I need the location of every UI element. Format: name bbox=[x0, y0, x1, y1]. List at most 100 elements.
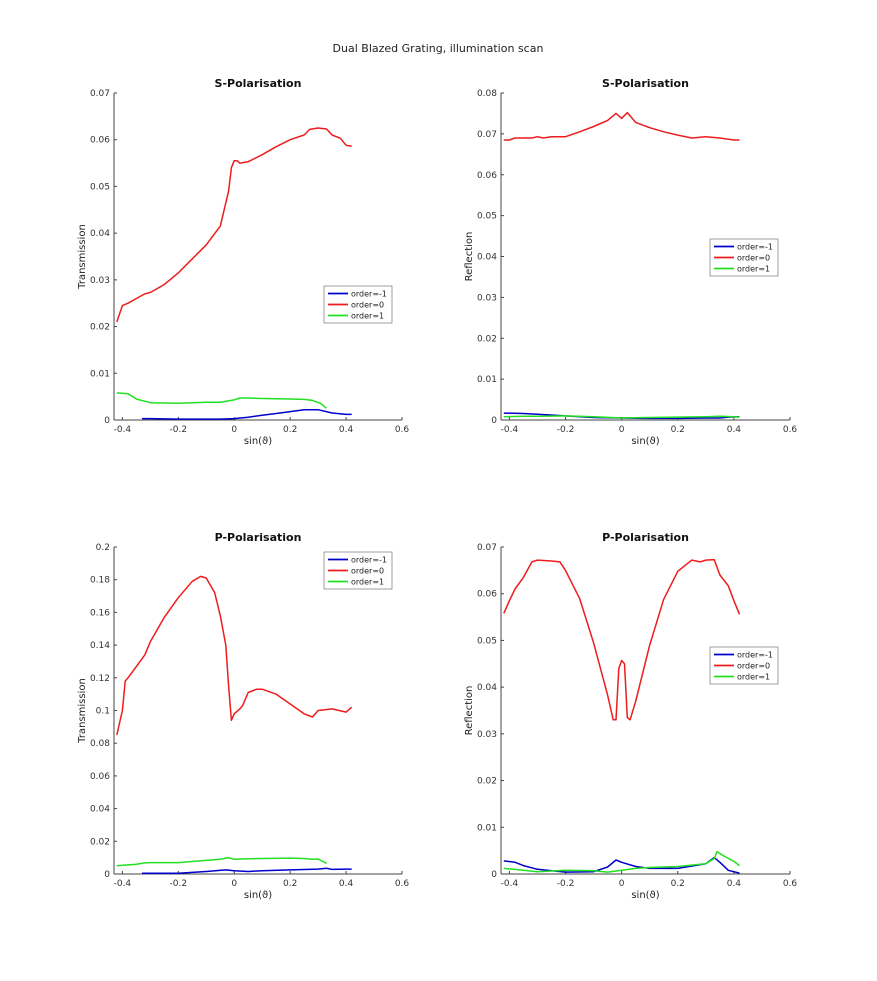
y-tick-label: 0.02 bbox=[477, 777, 497, 787]
legend-entry: order=1 bbox=[737, 265, 770, 274]
legend-entry: order=1 bbox=[737, 673, 770, 682]
y-tick-label: 0.03 bbox=[477, 730, 497, 740]
y-tick-label: 0.02 bbox=[90, 837, 110, 847]
legend-entry: order=-1 bbox=[737, 243, 773, 252]
y-axis-label: Transmission bbox=[77, 224, 88, 290]
y-tick-label: 0.05 bbox=[477, 636, 497, 646]
x-tick-label: 0 bbox=[231, 425, 237, 435]
subplot-1: S-Polarisation -0.4 -0.2 0 0.2 0.4 0.6 0 0.01 0.0… bbox=[77, 77, 409, 447]
y-tick-label: 0.08 bbox=[477, 89, 497, 99]
subplot-title: S-Polarisation bbox=[215, 77, 302, 90]
y-tick-label: 0.01 bbox=[477, 823, 497, 833]
legend-entry: order=-1 bbox=[351, 290, 387, 299]
y-axis-label: Reflection bbox=[464, 686, 475, 736]
series-line-order-0 bbox=[503, 558, 741, 721]
y-tick-label: 0 bbox=[491, 416, 497, 426]
y-tick-label: 0.12 bbox=[90, 674, 110, 684]
x-tick-label: 0.4 bbox=[339, 879, 354, 889]
series-line-order-0 bbox=[503, 111, 740, 141]
y-tick-label: 0.2 bbox=[96, 543, 110, 553]
y-tick-label: 0.02 bbox=[477, 334, 497, 344]
x-axis-label: sin(ϑ) bbox=[631, 436, 659, 447]
legend-entry: order=-1 bbox=[351, 556, 387, 565]
y-tick-label: 0.06 bbox=[477, 171, 497, 181]
subplot-title: S-Polarisation bbox=[602, 77, 689, 90]
y-tick-label: 0.03 bbox=[90, 276, 110, 286]
legend-entry: order=0 bbox=[351, 301, 384, 310]
legend-entry: order=0 bbox=[737, 662, 770, 671]
y-tick-label: 0.1 bbox=[96, 707, 110, 717]
x-axis-label: sin(ϑ) bbox=[631, 890, 659, 901]
legend-entry: order=0 bbox=[351, 567, 384, 576]
subplot-4: P-Polarisation -0.4 -0.2 0 0.2 0.4 0.6 0 0.01 0.0… bbox=[464, 531, 797, 901]
series-line-order-0 bbox=[116, 127, 352, 323]
y-tick-label: 0.07 bbox=[477, 130, 497, 140]
series-line-order-1 bbox=[503, 850, 740, 873]
x-tick-label: 0.2 bbox=[283, 425, 297, 435]
y-tick-label: 0.03 bbox=[477, 293, 497, 303]
x-tick-label: 0.2 bbox=[671, 425, 685, 435]
series-line-order--1 bbox=[142, 867, 352, 874]
y-tick-label: 0.07 bbox=[90, 89, 110, 99]
legend-entry: order=1 bbox=[351, 578, 384, 587]
x-tick-label: -0.2 bbox=[170, 425, 188, 435]
x-tick-label: 0.6 bbox=[395, 879, 410, 889]
y-tick-label: 0.06 bbox=[90, 136, 110, 146]
x-tick-label: -0.4 bbox=[114, 425, 132, 435]
legend-entry: order=-1 bbox=[737, 651, 773, 660]
x-tick-label: 0.4 bbox=[727, 879, 742, 889]
y-tick-label: 0.01 bbox=[90, 369, 110, 379]
x-tick-label: 0.6 bbox=[395, 425, 410, 435]
subplot-title: P-Polarisation bbox=[602, 531, 689, 544]
y-tick-label: 0.14 bbox=[90, 641, 110, 651]
legend: order=-1 order=0 order=1 bbox=[709, 646, 779, 685]
y-tick-label: 0 bbox=[104, 416, 110, 426]
series-line-order--1 bbox=[503, 856, 740, 874]
series-line-order-1 bbox=[116, 856, 327, 867]
y-tick-label: 0.16 bbox=[90, 608, 110, 618]
y-axis-label: Transmission bbox=[77, 678, 88, 744]
x-tick-label: 0.6 bbox=[783, 879, 798, 889]
x-tick-label: 0 bbox=[231, 879, 237, 889]
x-tick-label: 0.2 bbox=[671, 879, 685, 889]
legend-entry: order=0 bbox=[737, 254, 770, 263]
series-line-order-0 bbox=[116, 575, 353, 736]
y-tick-label: 0.05 bbox=[477, 212, 497, 222]
x-tick-label: 0.4 bbox=[339, 425, 354, 435]
x-tick-label: 0 bbox=[619, 879, 625, 889]
x-tick-label: -0.4 bbox=[501, 879, 519, 889]
x-tick-label: -0.2 bbox=[170, 879, 188, 889]
x-tick-label: -0.4 bbox=[114, 879, 132, 889]
y-tick-label: 0.01 bbox=[477, 375, 497, 385]
subplot-2: S-Polarisation -0.4 -0.2 0 0.2 0.4 0.6 0 0.01 0.0… bbox=[464, 77, 797, 447]
subplot-title: P-Polarisation bbox=[215, 531, 302, 544]
series-line-order-1 bbox=[116, 392, 327, 409]
x-tick-label: 0.6 bbox=[783, 425, 798, 435]
legend: order=-1 order=0 order=1 bbox=[323, 285, 393, 324]
y-tick-label: 0.06 bbox=[477, 590, 497, 600]
figure-title: Dual Blazed Grating, illumination scan bbox=[333, 42, 544, 55]
y-tick-label: 0.04 bbox=[477, 683, 497, 693]
series-line-order--1 bbox=[142, 408, 352, 420]
y-tick-label: 0.06 bbox=[90, 772, 110, 782]
y-axis-label: Reflection bbox=[464, 232, 475, 282]
x-axis-label: sin(ϑ) bbox=[244, 890, 272, 901]
y-tick-label: 0.08 bbox=[90, 739, 110, 749]
x-tick-label: 0 bbox=[619, 425, 625, 435]
x-tick-label: 0.2 bbox=[283, 879, 297, 889]
subplot-3: P-Polarisation -0.4 -0.2 0 0.2 0.4 0.6 0 0.02 0.0… bbox=[77, 531, 409, 901]
legend: order=-1 order=0 order=1 bbox=[323, 551, 393, 590]
y-tick-label: 0.07 bbox=[477, 543, 497, 553]
x-tick-label: -0.2 bbox=[557, 425, 575, 435]
y-tick-label: 0.04 bbox=[90, 805, 110, 815]
x-tick-label: -0.4 bbox=[501, 425, 519, 435]
series-line-order-1 bbox=[503, 415, 740, 419]
subplot-grid: S-Polarisation -0.4 -0.2 0 0.2 0.4 0.6 0 0.01 0.0… bbox=[77, 77, 797, 901]
y-tick-label: 0.18 bbox=[90, 576, 110, 586]
y-tick-label: 0.04 bbox=[90, 229, 110, 239]
y-tick-label: 0 bbox=[491, 870, 497, 880]
y-tick-label: 0.05 bbox=[90, 182, 110, 192]
x-tick-label: -0.2 bbox=[557, 879, 575, 889]
x-axis-label: sin(ϑ) bbox=[244, 436, 272, 447]
